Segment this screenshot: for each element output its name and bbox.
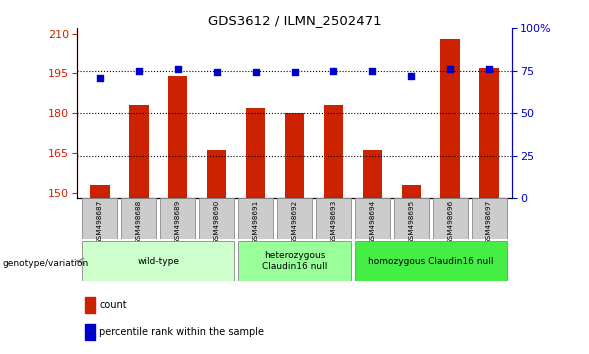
Point [406,73,416,79]
Text: GSM498694: GSM498694 [369,199,375,244]
Bar [472,198,507,239]
Bar [393,198,429,239]
Bar [316,198,351,239]
Bar [207,150,226,198]
Bar [324,105,343,198]
Point [445,66,455,72]
Bar [479,68,499,198]
Bar [82,241,234,281]
Text: GSM498693: GSM498693 [330,199,336,244]
Point [173,66,183,72]
Bar [129,105,148,198]
Text: GSM498695: GSM498695 [408,199,414,244]
Bar [402,185,421,198]
Bar [82,198,117,239]
Text: genotype/variation: genotype/variation [3,259,89,268]
Bar [199,198,234,239]
Text: percentile rank within the sample: percentile rank within the sample [99,327,264,337]
Bar [160,198,196,239]
Point [290,70,299,75]
Point [134,68,144,74]
Point [212,70,221,75]
Point [368,68,377,74]
Text: count: count [99,300,127,310]
Bar [284,113,305,198]
Text: GSM498690: GSM498690 [214,199,220,244]
Bar [363,150,382,198]
Text: GSM498697: GSM498697 [486,199,492,244]
Bar [246,108,265,198]
Point [484,66,494,72]
Text: GSM498696: GSM498696 [447,199,453,244]
Text: wild-type: wild-type [137,257,179,266]
Bar [85,297,95,313]
Bar [355,198,390,239]
Bar [85,324,95,340]
Point [251,70,260,75]
Point [95,75,105,80]
Text: GSM498691: GSM498691 [253,199,259,244]
Text: GSM498688: GSM498688 [136,199,142,244]
Text: GSM498689: GSM498689 [175,199,181,244]
Bar [238,198,273,239]
Text: GSM498692: GSM498692 [292,199,297,244]
Bar [355,241,507,281]
Bar [433,198,468,239]
Bar [238,241,351,281]
Text: GSM498687: GSM498687 [97,199,103,244]
Point [329,68,338,74]
Bar [90,185,110,198]
Bar [277,198,312,239]
Title: GDS3612 / ILMN_2502471: GDS3612 / ILMN_2502471 [208,14,381,27]
Bar [168,76,187,198]
Text: homozygous Claudin16 null: homozygous Claudin16 null [368,257,494,266]
Bar [121,198,156,239]
Text: heterozygous
Claudin16 null: heterozygous Claudin16 null [262,251,327,271]
Bar [441,39,460,198]
